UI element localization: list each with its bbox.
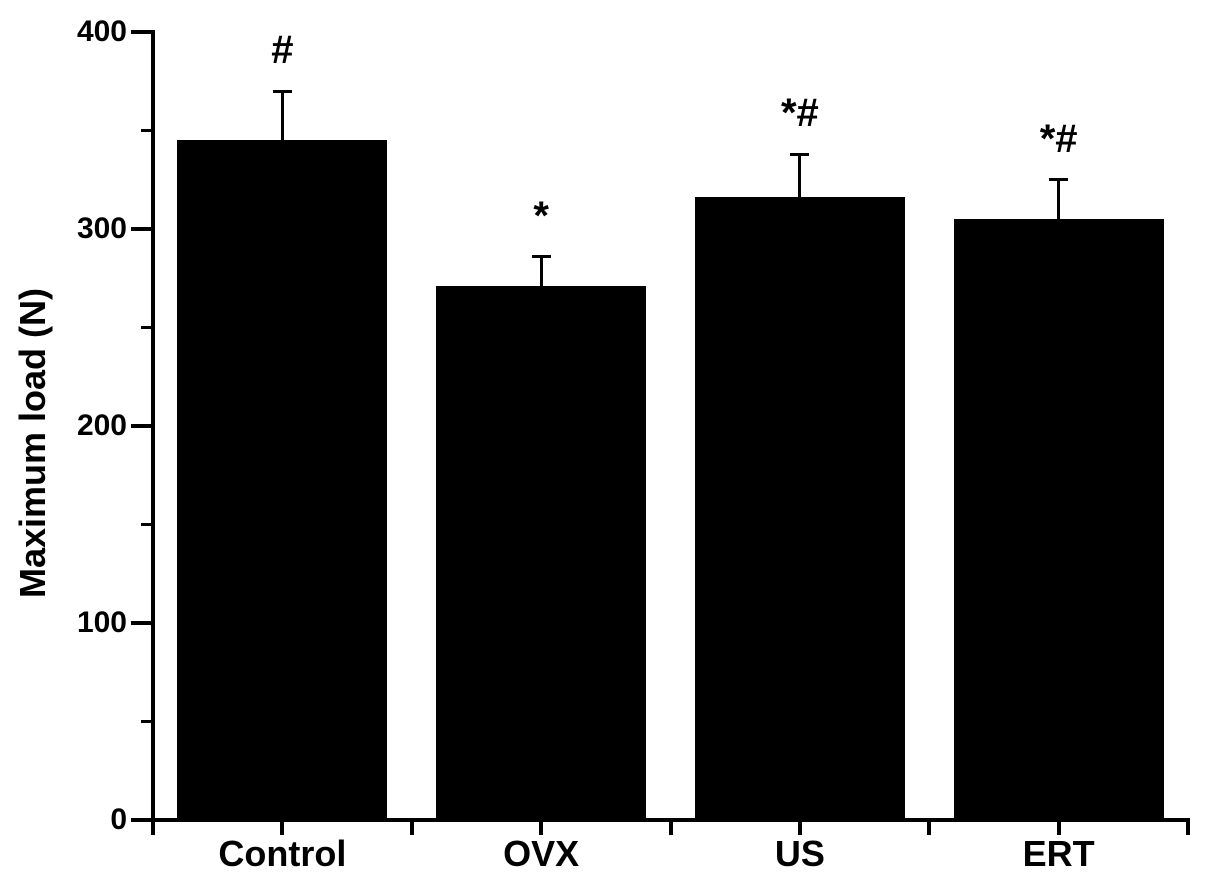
x-boundary-tick (1186, 822, 1190, 835)
error-bar-cap-control (272, 89, 292, 93)
x-category-label-control: Control (218, 833, 347, 874)
bar-ert (953, 219, 1164, 820)
x-center-tick (1056, 822, 1061, 835)
significance-annotation-control: # (271, 28, 294, 73)
y-major-tick (131, 818, 151, 822)
y-major-tick (131, 227, 151, 231)
bar-ovx (436, 286, 647, 820)
y-minor-tick (141, 326, 151, 329)
plot-area: 0 100 200 300 400 Control # OVX * US *# ERT *# (77, 17, 1190, 872)
error-bar-stem-ert (1057, 179, 1061, 220)
y-tick-label: 300 (76, 212, 127, 245)
x-category-label-us: US (774, 833, 825, 874)
y-major-tick (131, 30, 151, 34)
y-tick-label: 0 (110, 803, 127, 836)
significance-annotation-us: *# (780, 91, 819, 136)
y-minor-tick (141, 523, 151, 526)
y-major-tick (131, 424, 151, 428)
x-boundary-tick (409, 822, 414, 835)
significance-annotation-ert: *# (1039, 116, 1078, 161)
x-boundary-tick (668, 822, 673, 835)
y-minor-tick (141, 720, 151, 723)
y-axis-line (151, 30, 155, 822)
y-minor-tick (141, 129, 151, 132)
x-center-tick (539, 822, 544, 835)
error-bar-cap-ert (1049, 178, 1069, 182)
error-bar-cap-ovx (531, 255, 551, 259)
significance-annotation-ovx: * (533, 193, 549, 238)
y-tick-label: 100 (76, 606, 127, 639)
error-bar-stem-control (280, 91, 284, 141)
x-boundary-tick (927, 822, 932, 835)
y-tick-label: 200 (76, 409, 127, 442)
bar-control (177, 140, 388, 820)
error-bar-stem-ovx (539, 256, 543, 287)
error-bar-stem-us (798, 154, 802, 198)
x-category-label-ert: ERT (1022, 833, 1095, 874)
x-boundary-tick (151, 822, 155, 835)
error-bar-cap-us (790, 152, 810, 156)
y-tick-label: 400 (76, 15, 127, 48)
bar-us (694, 197, 905, 820)
x-center-tick (280, 822, 285, 835)
x-category-label-ovx: OVX (503, 833, 580, 874)
x-center-tick (797, 822, 802, 835)
y-major-tick (131, 621, 151, 625)
y-axis-title: Maximum load (N) (12, 287, 53, 599)
x-axis-line (151, 818, 1190, 822)
